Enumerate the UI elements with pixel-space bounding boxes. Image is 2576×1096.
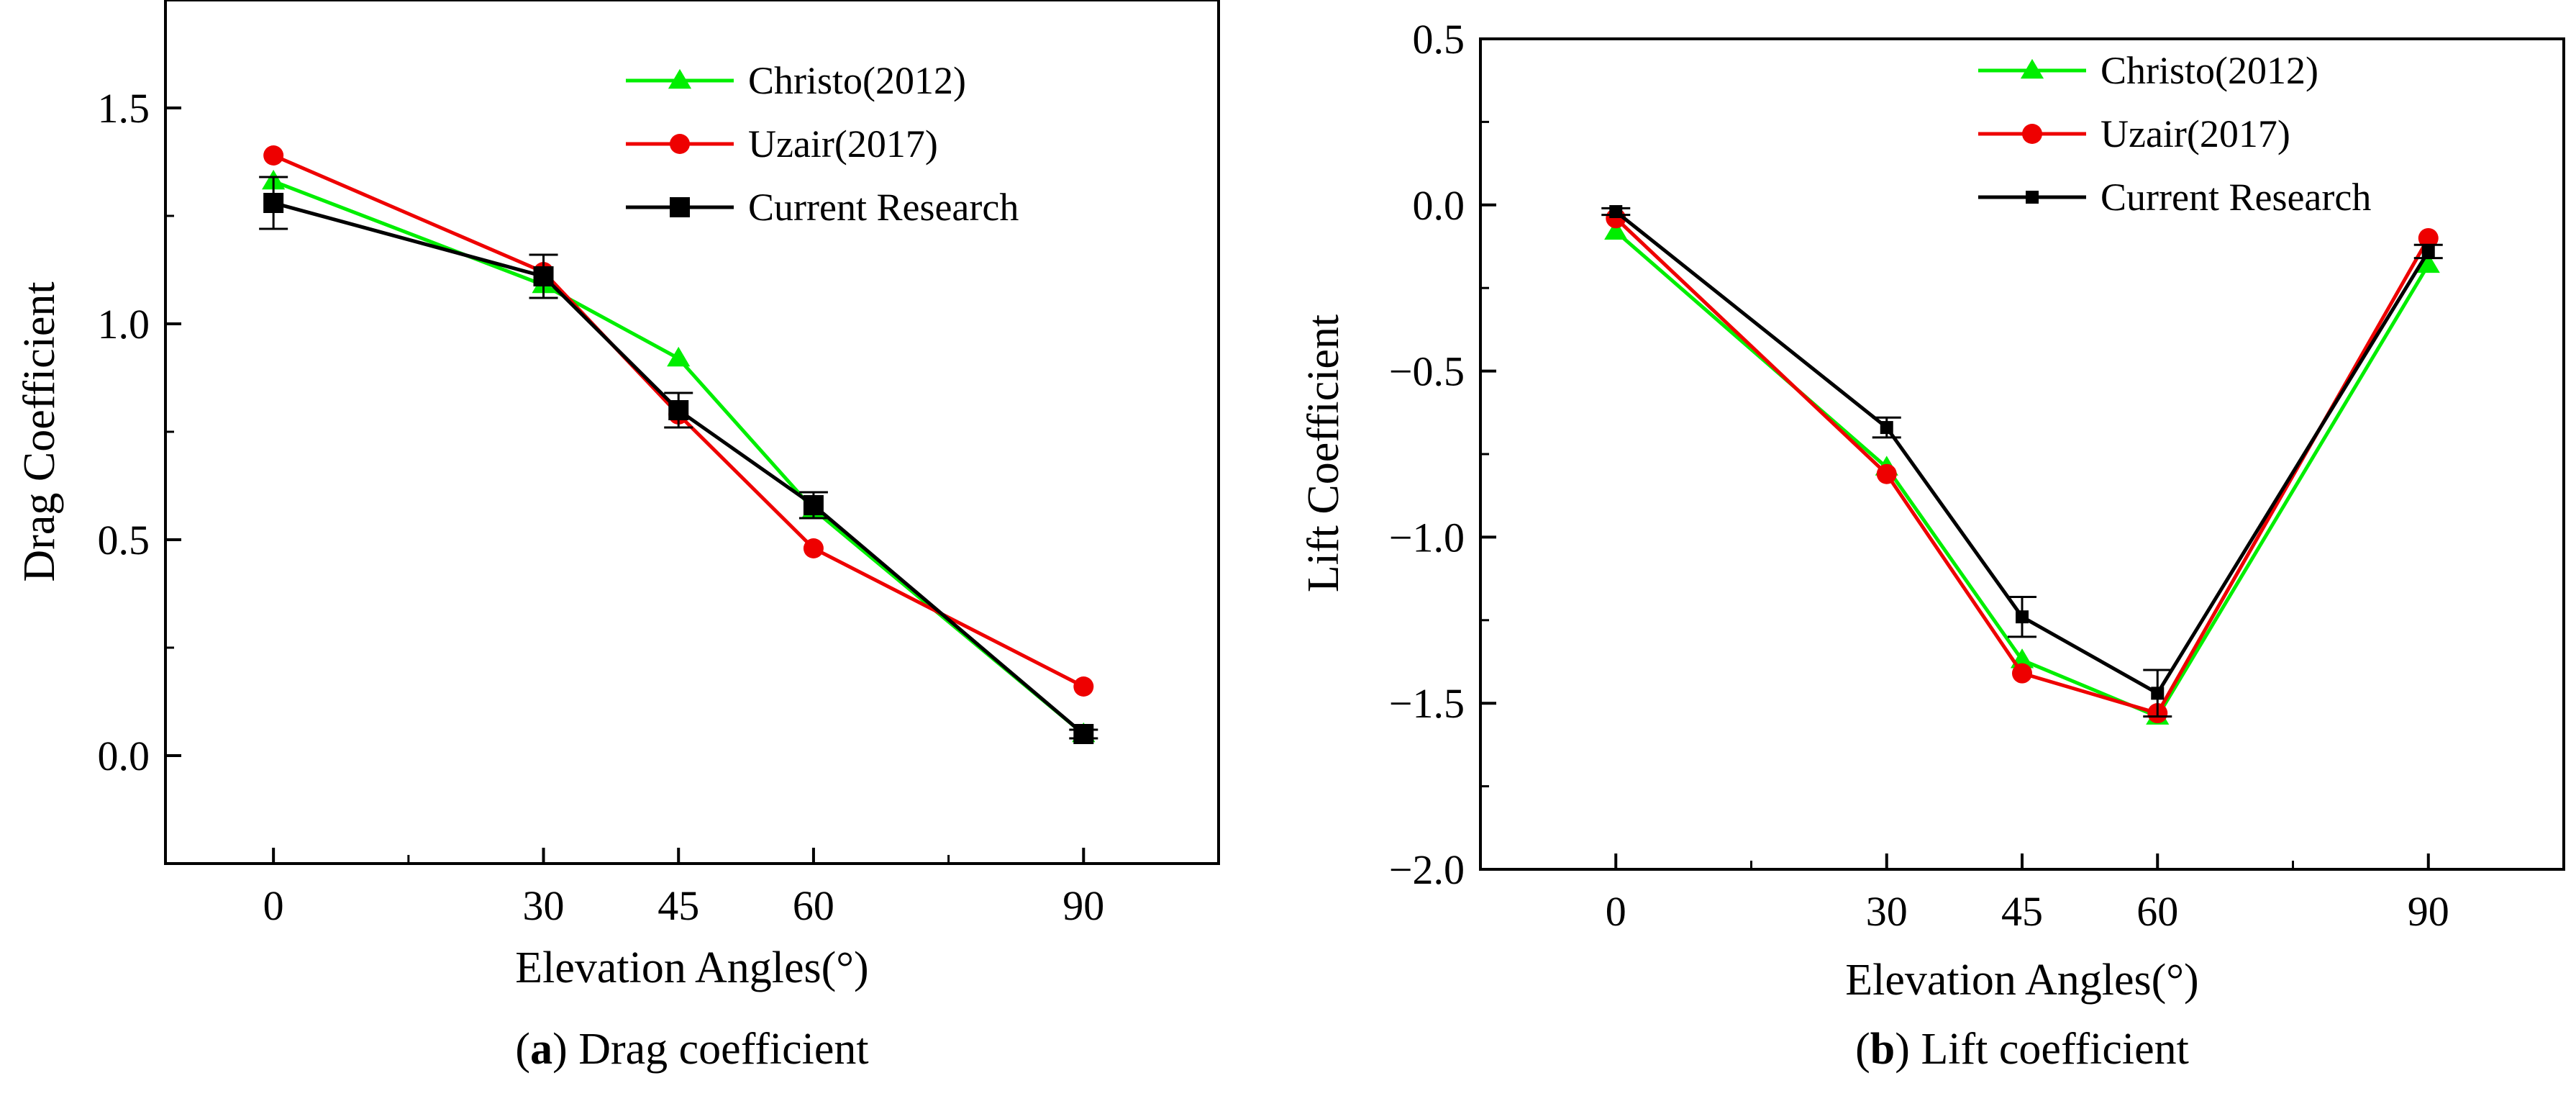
panel-a-caption-letter: a	[530, 1025, 552, 1074]
legend-marker-christo-2012	[668, 68, 692, 89]
panel-b-legend: Christo(2012) Uzair(2017) Current Research	[1978, 49, 2371, 219]
data-point-uzair-2017	[2418, 227, 2439, 248]
y-tick-label: 0.5	[98, 517, 150, 563]
panel-a-series-group	[259, 145, 1098, 744]
legend-marker-current-research	[670, 197, 690, 217]
y-tick-label: 1.0	[98, 301, 150, 348]
y-tick-label: 1.5	[98, 85, 150, 132]
y-tick-label: 0.0	[98, 733, 150, 779]
data-point-current-research	[2151, 687, 2165, 700]
legend-marker-uzair-2017	[2022, 124, 2042, 144]
y-tick-label: 0.0	[1413, 182, 1465, 229]
panel-b-caption-close-paren: )	[1895, 1025, 1910, 1074]
x-tick-label: 90	[2408, 888, 2449, 935]
data-point-current-research	[668, 400, 689, 420]
panel-a-caption-open-paren: (	[515, 1025, 530, 1074]
legend-label-christo-2012: Christo(2012)	[748, 59, 966, 102]
y-tick-label: 0.5	[1413, 16, 1465, 63]
series-line-christo-2012	[1614, 230, 2430, 719]
data-point-current-research	[1609, 205, 1623, 219]
y-tick-label: −2.0	[1389, 846, 1465, 893]
y-tick-label: −0.5	[1389, 348, 1465, 395]
data-point-christo-2012	[2416, 253, 2440, 273]
data-point-current-research	[1880, 421, 1893, 435]
panel-b-x-ticks: 0 30 45 60 90	[1606, 853, 2449, 935]
data-point-uzair-2017	[1073, 676, 1094, 697]
data-point-current-research	[263, 193, 284, 213]
panel-b-caption-text: Lift coefficient	[1910, 1025, 2189, 1074]
data-point-christo-2012	[667, 346, 691, 367]
data-point-current-research	[803, 495, 824, 515]
panel-a-x-axis-title: Elevation Angles(°)	[515, 943, 868, 992]
series-line-christo-2012	[273, 179, 1085, 735]
data-point-uzair-2017	[2012, 663, 2032, 684]
legend-marker-christo-2012	[2020, 58, 2044, 79]
legend-label-christo-2012: Christo(2012)	[2101, 49, 2318, 92]
panel-b-y-axis-title: Lift Coefficient	[1299, 314, 1348, 592]
x-tick-label: 0	[263, 882, 284, 929]
legend-marker-current-research	[2026, 191, 2039, 204]
panel-a-y-ticks: 0.0 0.5 1.0 1.5	[98, 85, 181, 779]
panel-b-caption-open-paren: (	[1855, 1025, 1870, 1074]
panel-b-series-group	[1601, 205, 2443, 725]
series-line-current-research	[273, 201, 1085, 735]
panel-a-caption-text: Drag coefficient	[568, 1025, 869, 1074]
panel-a-x-ticks: 0 30 45 60 90	[263, 848, 1104, 929]
data-point-uzair-2017	[263, 145, 284, 166]
panel-a-caption-close-paren: )	[552, 1025, 568, 1074]
legend-label-uzair-2017: Uzair(2017)	[2101, 112, 2290, 155]
x-tick-label: 60	[793, 882, 834, 929]
data-point-current-research	[2016, 610, 2029, 624]
legend-label-uzair-2017: Uzair(2017)	[748, 122, 938, 166]
x-tick-label: 30	[523, 882, 565, 929]
y-tick-label: −1.0	[1389, 514, 1465, 561]
x-tick-label: 90	[1062, 882, 1104, 929]
panel-b-lift-chart: −2.0 −1.5 −1.0 −0.5 0.0 0.5 0 30 45 60 90 Christo…	[1299, 16, 2565, 1074]
panel-a-legend: Christo(2012) Uzair(2017) Current Research	[626, 59, 1019, 229]
legend-marker-uzair-2017	[670, 134, 690, 154]
panel-b-y-ticks: −2.0 −1.5 −1.0 −0.5 0.0 0.5	[1389, 16, 1496, 893]
x-tick-label: 60	[2136, 888, 2178, 935]
panel-a-drag-chart: 0.0 0.5 1.0 1.5 0 30 45 60 90 Christo(2012) Uzai…	[15, 0, 1220, 1074]
data-point-current-research	[533, 266, 554, 286]
x-tick-label: 45	[2001, 888, 2043, 935]
data-point-current-research	[2421, 245, 2435, 258]
data-point-uzair-2017	[1876, 463, 1897, 484]
panel-a-plot-frame	[164, 0, 1220, 865]
panel-b-caption: (b) Lift coefficient	[1855, 1025, 2189, 1074]
panel-b-plot-frame	[1479, 37, 2565, 871]
x-tick-label: 30	[1866, 888, 1908, 935]
panel-b-x-axis-title: Elevation Angles(°)	[1845, 956, 2198, 1005]
y-tick-label: −1.5	[1389, 680, 1465, 727]
x-tick-label: 45	[657, 882, 699, 929]
panel-a-y-axis-title: Drag Coefficient	[15, 281, 64, 581]
legend-label-current-research: Current Research	[748, 186, 1019, 229]
panel-b-caption-letter: b	[1870, 1025, 1895, 1074]
panel-a-caption: (a) Drag coefficient	[515, 1025, 868, 1074]
legend-label-current-research: Current Research	[2101, 176, 2371, 219]
x-tick-label: 0	[1606, 888, 1626, 935]
data-point-christo-2012	[1604, 219, 1628, 240]
data-point-uzair-2017	[803, 538, 824, 558]
data-point-current-research	[1073, 724, 1094, 744]
